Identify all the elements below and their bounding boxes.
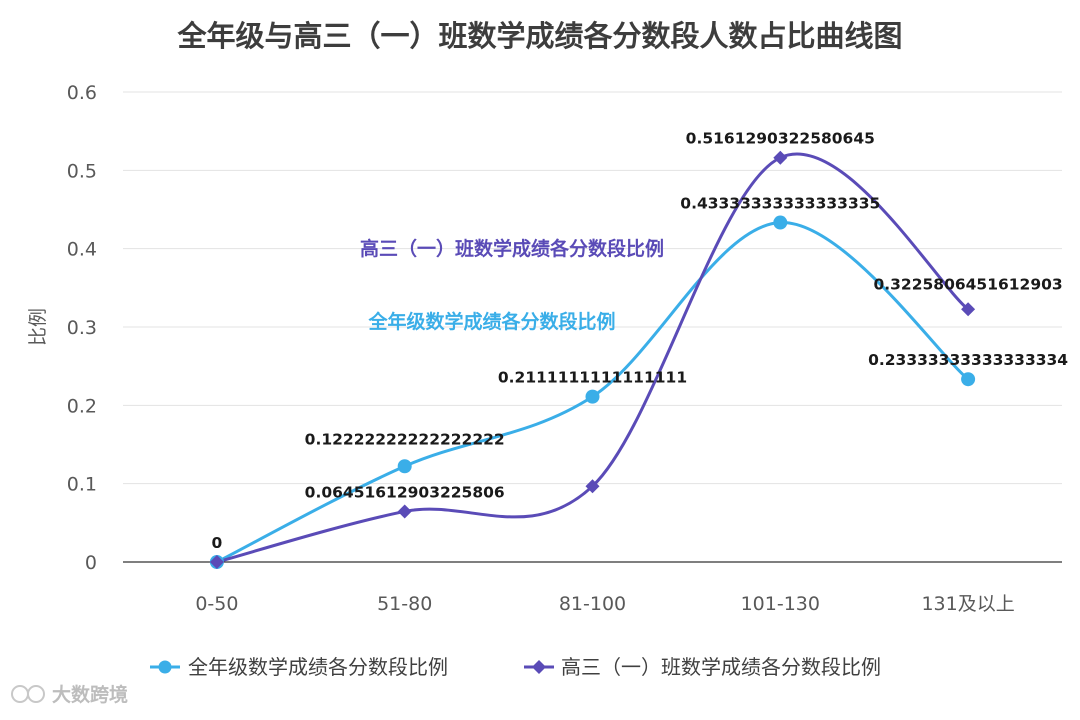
series-line-1 <box>216 152 970 564</box>
watermark-logo-icon <box>11 685 29 703</box>
data-point-diamond <box>773 150 788 165</box>
x-tick-label: 0-50 <box>195 593 238 615</box>
y-axis-ticks: 0 0.1 0.2 0.3 0.4 0.5 0.6 <box>67 82 97 574</box>
data-label: 0.43333333333333335 <box>680 195 880 213</box>
series-name-label-class: 高三（一）班数学成绩各分数段比例 <box>360 237 664 260</box>
gridlines <box>123 91 1062 485</box>
data-label: 0 <box>212 534 223 552</box>
data-label: 0.3225806451612903 <box>873 275 1062 293</box>
series-markers <box>209 150 976 569</box>
data-point-circle <box>585 389 600 404</box>
watermark-text: 大数跨境 <box>52 683 128 706</box>
legend-diamond-icon <box>532 660 546 674</box>
watermark-logo-icon-2 <box>27 685 45 703</box>
watermark: 大数跨境 <box>11 683 128 706</box>
y-tick-label: 0 <box>85 552 97 574</box>
y-tick-label: 0.4 <box>67 239 97 261</box>
y-tick-label: 0.1 <box>67 474 97 496</box>
y-tick-label: 0.2 <box>67 395 97 417</box>
data-point-diamond <box>961 302 976 317</box>
x-tick-label: 101-130 <box>741 593 820 615</box>
data-point-circle <box>397 459 412 474</box>
data-point-diamond <box>585 479 600 494</box>
data-label: 0.2111111111111111 <box>498 369 687 387</box>
legend: 全年级数学成绩各分数段比例 高三（一）班数学成绩各分数段比例 <box>150 655 881 679</box>
x-tick-label: 51-80 <box>377 593 432 615</box>
data-label: 0.5161290322580645 <box>686 130 875 148</box>
chart-title: 全年级与高三（一）班数学成绩各分数段人数占比曲线图 <box>176 19 902 53</box>
x-axis-ticks: 0-50 51-80 81-100 101-130 131及以上 <box>195 593 1014 615</box>
data-label: 0.12222222222222222 <box>305 430 505 448</box>
legend-item-grade[interactable]: 全年级数学成绩各分数段比例 <box>150 655 448 679</box>
y-tick-label: 0.3 <box>67 317 97 339</box>
y-axis-label: 比例 <box>27 308 49 346</box>
data-point-diamond <box>209 555 224 569</box>
legend-item-class[interactable]: 高三（一）班数学成绩各分数段比例 <box>524 655 881 679</box>
data-point-circle <box>961 372 976 387</box>
series-lines <box>216 152 970 564</box>
legend-circle-icon <box>158 660 172 674</box>
legend-label-class: 高三（一）班数学成绩各分数段比例 <box>561 655 881 679</box>
y-tick-label: 0.6 <box>67 82 97 104</box>
data-labels: 0 0.12222222222222222 0.2111111111111111 0.… <box>212 130 1069 552</box>
series-name-label-grade: 全年级数学成绩各分数段比例 <box>367 310 615 333</box>
data-label: 0.06451612903225806 <box>305 483 505 501</box>
y-tick-label: 0.5 <box>67 160 97 182</box>
x-tick-label: 81-100 <box>559 593 626 615</box>
data-point-circle <box>773 215 788 230</box>
data-point-diamond <box>397 504 412 519</box>
x-tick-label: 131及以上 <box>921 593 1014 615</box>
data-label: 0.23333333333333334 <box>868 351 1068 369</box>
legend-label-grade: 全年级数学成绩各分数段比例 <box>188 655 448 679</box>
series-line-0 <box>216 221 970 564</box>
